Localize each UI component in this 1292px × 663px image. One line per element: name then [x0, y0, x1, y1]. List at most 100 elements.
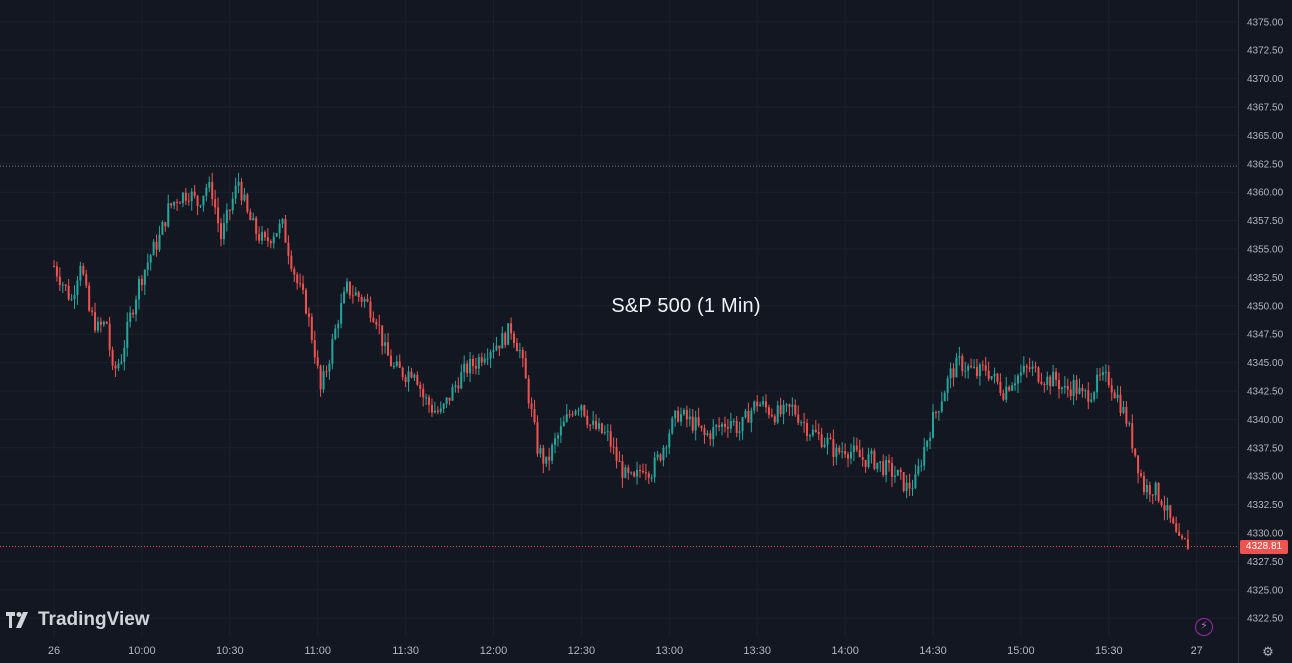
candle-body	[1116, 394, 1119, 399]
candle-body	[973, 367, 976, 369]
candle-body	[738, 431, 741, 433]
candle-body	[322, 371, 325, 390]
candle-body	[1090, 399, 1093, 402]
candle-body	[978, 364, 981, 377]
candle-body	[381, 325, 384, 346]
candle-body	[1022, 366, 1025, 373]
candle-body	[984, 365, 987, 371]
candle-body	[981, 364, 984, 366]
candle-body	[504, 333, 507, 345]
candle-body	[551, 444, 554, 461]
candle-body	[1072, 379, 1075, 397]
candle-body	[1128, 423, 1131, 425]
candle-body	[249, 211, 252, 221]
candle-body	[867, 454, 870, 467]
settings-gear-icon[interactable]: ⚙	[1262, 644, 1274, 659]
x-tick-label: 26	[48, 645, 60, 657]
candle-body	[240, 181, 243, 201]
candle-body	[1181, 535, 1184, 539]
candle-body	[548, 456, 551, 461]
candle-body	[536, 422, 539, 454]
candle-body	[199, 205, 202, 207]
candle-body	[659, 454, 662, 461]
candle-body	[477, 357, 480, 369]
candle-body	[466, 363, 469, 374]
candle-body	[354, 292, 357, 296]
candle-body	[955, 357, 958, 378]
candle-body	[73, 295, 76, 300]
y-tick-label: 4352.50	[1247, 273, 1284, 284]
y-tick-label: 4332.50	[1247, 500, 1284, 511]
candle-body	[718, 425, 721, 427]
candle-body	[958, 356, 961, 358]
lightning-icon[interactable]: ⚡	[1195, 618, 1213, 636]
candle-body	[1060, 387, 1063, 390]
candle-body	[861, 457, 864, 460]
x-tick-label: 10:00	[128, 645, 156, 657]
candle-body	[691, 416, 694, 431]
candle-body	[419, 384, 422, 389]
tradingview-logo[interactable]: TradingView	[6, 608, 150, 632]
candle-body	[366, 298, 369, 302]
candle-body	[612, 446, 615, 448]
candle-body	[492, 350, 495, 353]
candle-body	[770, 414, 773, 417]
candle-body	[351, 295, 354, 297]
candle-body	[61, 284, 64, 286]
x-tick-label: 15:00	[1007, 645, 1035, 657]
candle-body	[946, 378, 949, 393]
candle-body	[849, 451, 852, 459]
candle-body	[811, 429, 814, 436]
candle-body	[879, 461, 882, 463]
candle-body	[902, 472, 905, 491]
candle-body	[457, 385, 460, 389]
candle-body	[387, 342, 390, 356]
candle-body	[82, 266, 85, 275]
x-tick-label: 15:30	[1095, 645, 1123, 657]
candle-body	[700, 425, 703, 429]
candle-body	[164, 222, 167, 227]
candle-body	[694, 417, 697, 431]
candle-body	[1122, 406, 1125, 413]
candle-body	[158, 234, 161, 250]
candle-body	[1034, 366, 1037, 368]
candle-body	[340, 303, 343, 324]
tradingview-logo-icon	[6, 612, 28, 628]
candle-body	[586, 415, 589, 425]
candle-body	[1101, 371, 1104, 376]
candle-body	[554, 438, 557, 445]
candle-body	[803, 422, 806, 424]
candle-body	[545, 456, 548, 464]
candle-body	[375, 321, 378, 325]
candle-body	[791, 404, 794, 407]
candle-body	[911, 488, 914, 490]
candle-body	[266, 237, 269, 242]
y-tick-label: 4372.50	[1247, 46, 1284, 57]
candle-body	[847, 454, 850, 459]
y-tick-label: 4375.00	[1247, 17, 1284, 28]
candle-body	[428, 397, 431, 405]
candle-body	[316, 357, 319, 366]
candle-body	[184, 192, 187, 201]
candle-body	[882, 461, 885, 475]
y-tick-label: 4362.50	[1247, 159, 1284, 170]
candle-body	[703, 428, 706, 435]
candle-body	[1142, 475, 1145, 493]
candle-body	[173, 201, 176, 206]
candle-body	[999, 381, 1002, 394]
candle-body	[234, 185, 237, 199]
candle-body	[307, 313, 310, 317]
candle-body	[442, 403, 445, 409]
candle-body	[378, 324, 381, 326]
candle-body	[905, 482, 908, 491]
candle-body	[589, 424, 592, 426]
candle-body	[217, 207, 220, 224]
candle-body	[1075, 379, 1078, 394]
candle-body	[873, 450, 876, 469]
candle-body	[480, 357, 483, 363]
candle-body	[348, 281, 351, 296]
candle-body	[893, 475, 896, 477]
candle-body	[929, 437, 932, 441]
